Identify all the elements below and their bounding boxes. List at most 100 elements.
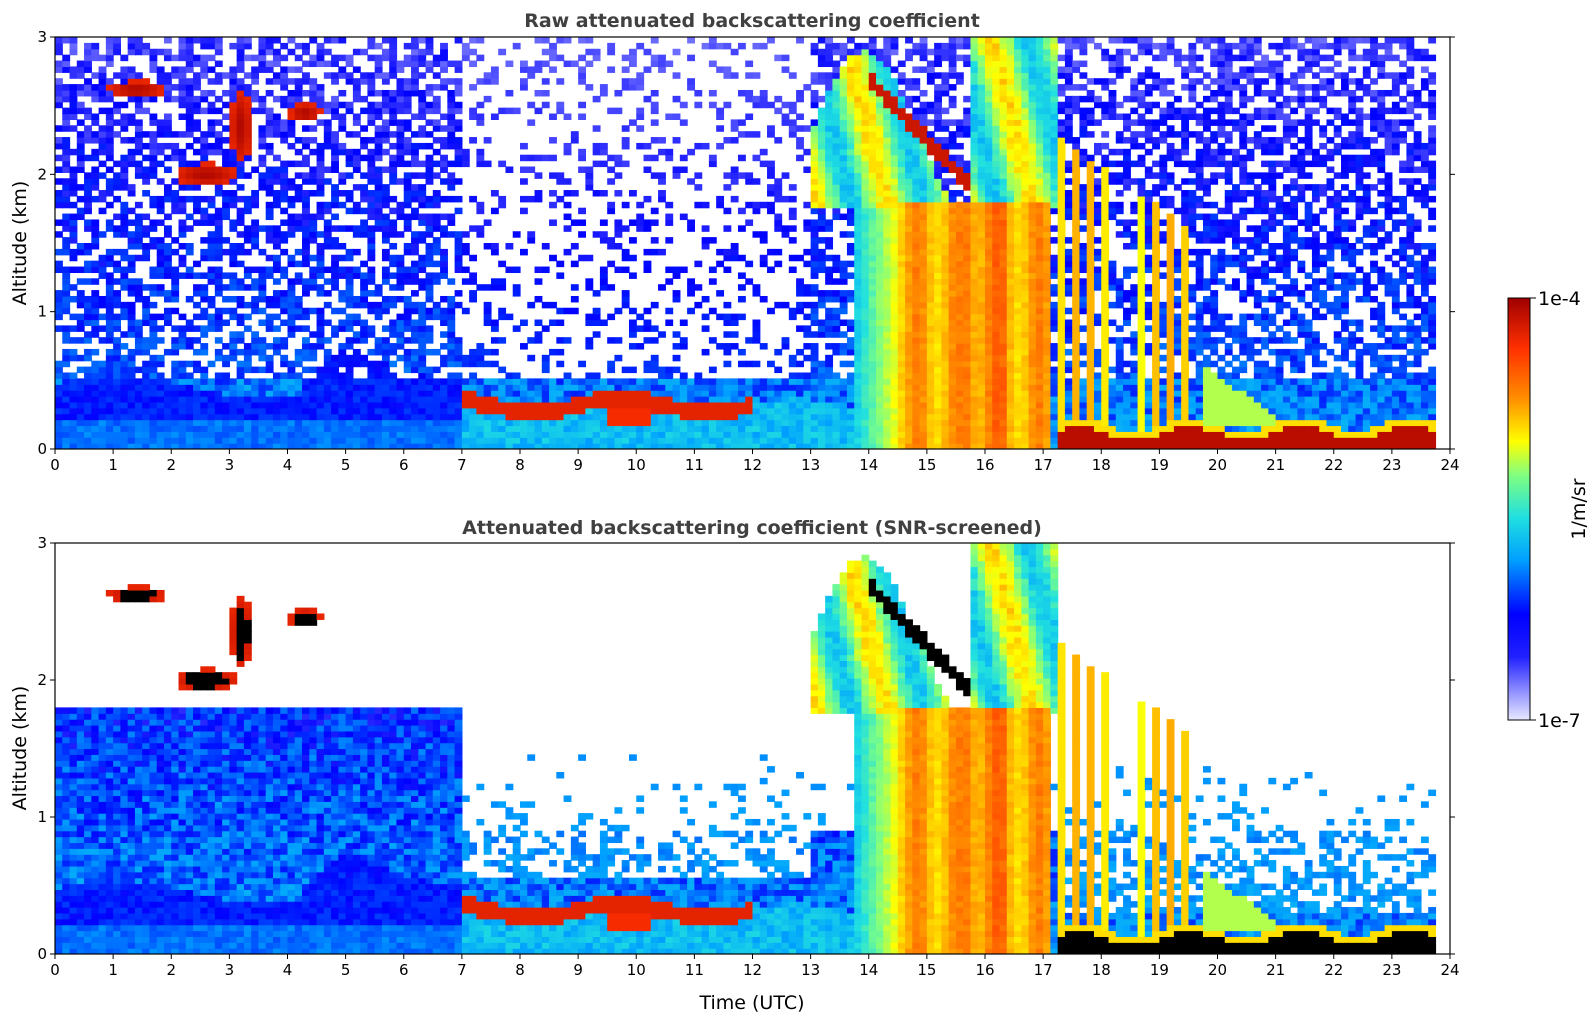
heatmap-cell — [127, 384, 136, 391]
heatmap-cell — [331, 278, 339, 285]
heatmap-cell — [193, 160, 201, 168]
heatmap-cell — [767, 401, 775, 409]
heatmap-cell — [193, 325, 201, 332]
heatmap-cell — [381, 425, 390, 432]
heatmap-cell — [549, 113, 557, 120]
heatmap-cell — [178, 72, 187, 79]
heatmap-cell — [752, 331, 761, 338]
heatmap-cell — [229, 125, 238, 132]
heatmap-cell — [352, 295, 361, 303]
heatmap-cell — [796, 384, 804, 391]
heatmap-cell — [854, 72, 863, 79]
heatmap-cell — [360, 431, 369, 438]
heatmap-cell — [69, 443, 78, 449]
heatmap-cell — [55, 178, 63, 185]
heatmap-cell — [294, 419, 303, 427]
heatmap-cell — [120, 366, 129, 374]
heatmap-cell — [178, 178, 187, 185]
heatmap-cell — [55, 101, 63, 109]
heatmap-cell — [817, 396, 826, 403]
heatmap-cell — [483, 95, 492, 103]
heatmap-cell — [607, 201, 616, 209]
heatmap-cell — [752, 431, 761, 438]
heatmap-cell — [926, 378, 935, 385]
heatmap-cell — [636, 84, 645, 91]
heatmap-cell — [839, 54, 848, 62]
heatmap-cell — [403, 54, 412, 62]
heatmap-cell — [868, 148, 877, 156]
heatmap-cell — [752, 443, 761, 449]
heatmap-cell — [381, 201, 390, 209]
heatmap-cell — [440, 425, 448, 432]
heatmap-cell — [636, 425, 645, 432]
heatmap-cell — [396, 213, 405, 221]
heatmap-cell — [418, 354, 427, 362]
heatmap-cell — [919, 384, 928, 391]
heatmap-cell — [163, 319, 172, 326]
heatmap-cell — [694, 184, 703, 191]
heatmap-cell — [389, 166, 398, 173]
heatmap-cell — [432, 107, 441, 115]
heatmap-cell — [868, 237, 877, 244]
heatmap-cell — [302, 401, 310, 409]
heatmap-cell — [113, 413, 121, 421]
heatmap-cell — [280, 266, 289, 274]
heatmap-cell — [207, 384, 216, 391]
heatmap-cell — [861, 272, 870, 279]
heatmap-cell — [832, 101, 841, 109]
heatmap-cell — [810, 137, 819, 144]
heatmap-cell — [411, 348, 419, 356]
heatmap-cell — [222, 101, 230, 109]
heatmap-cell — [432, 301, 441, 309]
heatmap-cell — [454, 231, 463, 238]
heatmap-cell — [258, 366, 267, 374]
heatmap-cell — [323, 360, 332, 368]
heatmap-cell — [222, 213, 230, 221]
heatmap-cell — [905, 207, 913, 215]
heatmap-cell — [498, 195, 507, 203]
heatmap-cell — [287, 407, 296, 415]
heatmap-cell — [229, 331, 238, 338]
heatmap-cell — [585, 278, 594, 285]
heatmap-cell — [113, 407, 121, 415]
heatmap-cell — [367, 407, 376, 415]
heatmap-cell — [149, 437, 158, 444]
heatmap-cell — [839, 95, 848, 103]
heatmap-cell — [854, 95, 863, 103]
heatmap-cell — [767, 437, 775, 444]
heatmap-cell — [905, 313, 913, 321]
heatmap-cell — [810, 95, 819, 103]
heatmap-cell — [476, 154, 485, 162]
heatmap-cell — [156, 219, 165, 226]
heatmap-cell — [592, 390, 601, 397]
heatmap-cell — [287, 325, 296, 332]
heatmap-cell — [469, 84, 478, 91]
heatmap-cell — [447, 331, 456, 338]
heatmap-cell — [193, 201, 201, 209]
heatmap-cell — [214, 137, 223, 144]
heatmap-cell — [149, 319, 158, 326]
heatmap-cell — [84, 107, 92, 115]
heatmap-cell — [309, 266, 318, 274]
heatmap-cell — [280, 207, 289, 215]
heatmap-cell — [832, 431, 841, 438]
heatmap-cell — [752, 419, 761, 427]
heatmap-cell — [788, 266, 797, 274]
heatmap-cell — [723, 419, 732, 427]
heatmap-cell — [454, 390, 463, 397]
heatmap-cell — [178, 254, 187, 262]
heatmap-cell — [309, 225, 318, 232]
heatmap-cell — [396, 60, 405, 68]
heatmap-cell — [854, 78, 863, 85]
heatmap-cell — [265, 213, 274, 221]
heatmap-cell — [861, 443, 870, 449]
heatmap-cell — [556, 390, 565, 397]
heatmap-cell — [360, 360, 369, 368]
heatmap-cell — [454, 401, 463, 409]
heatmap-cell — [883, 219, 892, 226]
heatmap-cell — [280, 42, 289, 50]
heatmap-cell — [469, 354, 478, 362]
heatmap-cell — [69, 101, 78, 109]
heatmap-cell — [236, 213, 245, 221]
heatmap-cell — [832, 254, 841, 262]
